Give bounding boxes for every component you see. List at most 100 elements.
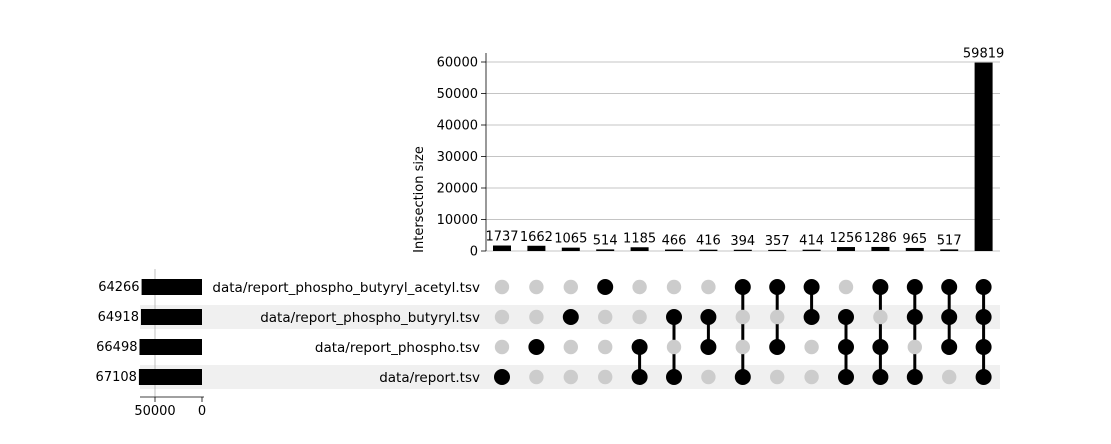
matrix-dot-inactive bbox=[563, 279, 578, 295]
matrix-dot-active bbox=[562, 309, 579, 325]
intersection-value-label: 1286 bbox=[864, 231, 897, 246]
matrix-dot-active bbox=[700, 339, 717, 355]
matrix-dot-active bbox=[906, 279, 923, 295]
intersection-value-label: 1256 bbox=[829, 231, 862, 246]
matrix-dot-active bbox=[872, 339, 889, 355]
matrix-dot-inactive bbox=[494, 279, 510, 295]
intersection-value-label: 965 bbox=[902, 232, 927, 247]
intersection-bar bbox=[665, 249, 683, 251]
matrix-dot-active bbox=[734, 369, 751, 385]
intersection-value-label: 517 bbox=[937, 233, 962, 248]
matrix-dot-inactive bbox=[942, 369, 957, 385]
set-size-tick-label: 50000 bbox=[134, 404, 175, 419]
intersection-value-label: 1065 bbox=[554, 232, 587, 247]
matrix-dot-inactive bbox=[632, 309, 647, 325]
intersection-value-label: 1185 bbox=[623, 231, 656, 246]
set-size-label: 66498 bbox=[96, 340, 137, 355]
matrix-dot-active bbox=[528, 339, 545, 355]
set-size-bar bbox=[139, 339, 202, 355]
intersection-bar bbox=[871, 246, 890, 251]
matrix-dot-inactive bbox=[770, 369, 785, 385]
matrix-dot-active bbox=[803, 279, 820, 295]
set-size-tick-label: 0 bbox=[198, 404, 206, 419]
intersection-bar bbox=[561, 247, 580, 251]
matrix-dot-active bbox=[666, 309, 682, 325]
y-tick-label: 30000 bbox=[437, 150, 478, 165]
matrix-dot-inactive bbox=[598, 339, 613, 355]
set-size-label: 64266 bbox=[98, 280, 139, 295]
matrix-dot-inactive bbox=[563, 339, 578, 355]
y-tick-label: 20000 bbox=[437, 182, 478, 197]
matrix-dot-inactive bbox=[529, 309, 544, 325]
intersection-bar bbox=[527, 245, 546, 251]
matrix-dot-inactive bbox=[666, 279, 682, 295]
matrix-dot-active bbox=[941, 309, 958, 325]
matrix-dot-active bbox=[975, 369, 992, 385]
matrix-dot-active bbox=[666, 369, 682, 385]
y-tick-label: 60000 bbox=[437, 56, 478, 71]
matrix-dot-active bbox=[597, 279, 614, 295]
matrix-dot-inactive bbox=[563, 369, 578, 385]
matrix-dot-inactive bbox=[873, 309, 888, 325]
matrix-dot-inactive bbox=[701, 369, 716, 385]
matrix-dot-active bbox=[975, 339, 992, 355]
matrix-dot-active bbox=[769, 279, 786, 295]
matrix-dot-active bbox=[631, 339, 648, 355]
y-tick-label: 50000 bbox=[437, 87, 478, 102]
intersection-value-label: 514 bbox=[593, 233, 618, 248]
matrix-dot-inactive bbox=[907, 339, 922, 355]
matrix-dot-inactive bbox=[494, 309, 510, 325]
matrix-dot-active bbox=[838, 339, 854, 355]
intersection-bar bbox=[493, 245, 511, 251]
matrix-dot-inactive bbox=[632, 279, 647, 295]
set-name-label: data/report_phospho_butyryl.tsv bbox=[260, 310, 480, 326]
matrix-dot-inactive bbox=[770, 309, 785, 325]
intersection-bar bbox=[974, 62, 993, 252]
matrix-dot-active bbox=[803, 309, 820, 325]
matrix-dot-inactive bbox=[529, 369, 544, 385]
intersection-value-label: 59819 bbox=[963, 47, 1004, 62]
matrix-dot-active bbox=[700, 309, 717, 325]
intersection-bar bbox=[768, 249, 787, 251]
intersection-value-label: 394 bbox=[730, 234, 755, 249]
matrix-dot-inactive bbox=[598, 309, 613, 325]
set-name-label: data/report_phospho.tsv bbox=[315, 340, 480, 356]
matrix-dot-active bbox=[631, 369, 648, 385]
intersection-bar bbox=[940, 249, 959, 251]
matrix-dot-active bbox=[941, 279, 958, 295]
intersection-bar bbox=[837, 247, 855, 251]
intersection-value-label: 416 bbox=[696, 234, 721, 249]
intersection-value-label: 466 bbox=[662, 234, 687, 249]
matrix-dot-active bbox=[906, 309, 923, 325]
matrix-dot-active bbox=[769, 339, 786, 355]
matrix-dot-active bbox=[906, 369, 923, 385]
y-tick-label: 10000 bbox=[437, 213, 478, 228]
matrix-dot-inactive bbox=[701, 279, 716, 295]
matrix-dot-inactive bbox=[735, 309, 750, 325]
intersection-value-label: 1737 bbox=[485, 230, 518, 245]
matrix-dot-active bbox=[494, 369, 510, 385]
matrix-dot-active bbox=[941, 339, 958, 355]
matrix-dot-inactive bbox=[494, 339, 510, 355]
set-size-label: 67108 bbox=[96, 370, 137, 385]
matrix-dot-inactive bbox=[838, 279, 854, 295]
intersection-value-label: 414 bbox=[799, 234, 824, 249]
intersection-bar bbox=[802, 249, 821, 251]
set-name-label: data/report_phospho_butyryl_acetyl.tsv bbox=[212, 280, 480, 296]
matrix-dot-inactive bbox=[804, 369, 819, 385]
y-axis-label: Intersection size bbox=[412, 146, 427, 253]
matrix-dot-active bbox=[975, 309, 992, 325]
matrix-dot-inactive bbox=[598, 369, 613, 385]
matrix-dot-active bbox=[838, 309, 854, 325]
matrix-dot-active bbox=[872, 369, 889, 385]
matrix-dot-inactive bbox=[666, 339, 682, 355]
set-size-label: 64918 bbox=[98, 310, 139, 325]
y-tick-label: 40000 bbox=[437, 119, 478, 134]
set-size-bar bbox=[140, 309, 202, 325]
intersection-value-label: 357 bbox=[765, 234, 790, 249]
matrix-dot-active bbox=[975, 279, 992, 295]
matrix-dot-active bbox=[734, 279, 751, 295]
intersection-bar bbox=[630, 247, 649, 251]
set-name-label: data/report.tsv bbox=[379, 370, 480, 386]
